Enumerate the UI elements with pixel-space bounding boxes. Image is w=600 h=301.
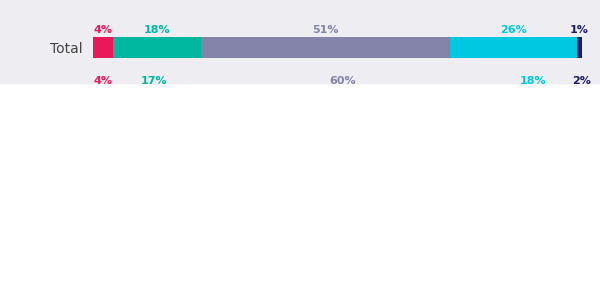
Text: 38%: 38% xyxy=(481,128,507,138)
Bar xyxy=(489,88,577,110)
Text: 51%: 51% xyxy=(312,25,338,35)
Bar xyxy=(211,139,401,161)
Legend: Significantly reduced, Slightly reduced, No change, Slightly increased, Signific: Significantly reduced, Slightly reduced,… xyxy=(127,243,548,271)
Text: 4%: 4% xyxy=(93,25,112,35)
Text: 18%: 18% xyxy=(143,25,170,35)
Text: 4%: 4% xyxy=(93,128,112,138)
Bar xyxy=(93,139,113,161)
Text: 20%: 20% xyxy=(148,128,175,138)
Text: 18%: 18% xyxy=(520,76,547,86)
Text: 17%: 17% xyxy=(141,76,167,86)
Text: 39%: 39% xyxy=(292,128,319,138)
Bar xyxy=(401,139,587,161)
Bar xyxy=(200,37,450,58)
Text: 26%: 26% xyxy=(500,25,527,35)
Text: 60%: 60% xyxy=(329,76,356,86)
Bar xyxy=(113,139,211,161)
Bar xyxy=(113,88,196,110)
Text: 2%: 2% xyxy=(572,76,592,86)
Bar xyxy=(196,88,489,110)
Bar xyxy=(450,37,577,58)
Bar xyxy=(577,88,587,110)
Bar xyxy=(113,37,200,58)
Bar xyxy=(93,37,113,58)
Bar xyxy=(93,88,113,110)
Text: 4%: 4% xyxy=(93,76,112,86)
Bar xyxy=(577,37,582,58)
Text: 1%: 1% xyxy=(570,25,589,35)
